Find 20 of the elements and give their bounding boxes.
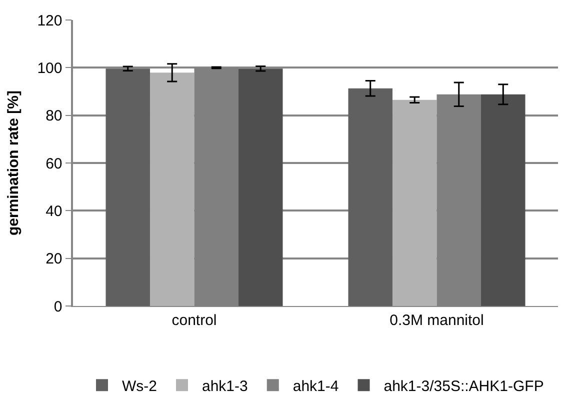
y-tick-label: 0 [54, 298, 62, 316]
bar [150, 72, 194, 306]
legend-label: ahk1-4 [292, 378, 339, 396]
x-tick-label: 0.3M mannitol [390, 312, 484, 329]
legend-label: ahk1-3 [202, 378, 248, 396]
bar [481, 94, 526, 306]
bar [238, 68, 283, 306]
legend-label: Ws-2 [122, 378, 157, 396]
bar [392, 100, 437, 306]
y-axis-title: germination rate [%] [4, 90, 22, 236]
y-tick-label: 100 [37, 60, 62, 77]
y-tick-label: 20 [46, 250, 62, 268]
y-tick-label: 40 [46, 202, 62, 220]
x-tick-label: control [172, 312, 217, 329]
bar [348, 88, 392, 306]
y-tick-label: 80 [46, 108, 62, 125]
y-tick-label: 60 [46, 155, 62, 172]
bar [106, 68, 150, 306]
y-tick-label: 120 [37, 12, 62, 30]
legend-label: ahk1-3/35S::AHK1-GFP [384, 378, 544, 396]
